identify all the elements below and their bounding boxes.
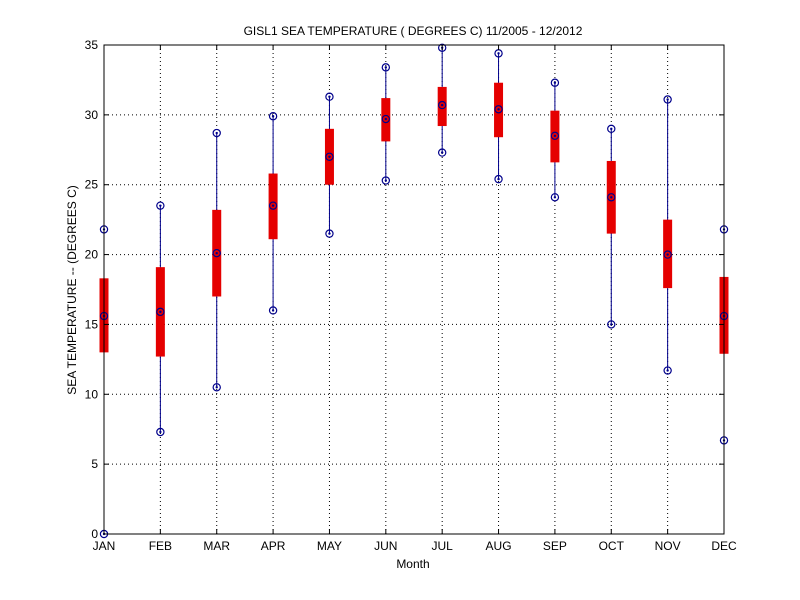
max-marker-dot <box>215 131 218 135</box>
iqr-box <box>437 86 447 127</box>
median-marker-dot <box>553 134 557 138</box>
y-tick-label: 30 <box>85 108 99 122</box>
min-marker-dot <box>553 196 557 199</box>
median-marker <box>550 131 560 141</box>
median-marker-dot <box>215 251 218 255</box>
max-marker <box>381 63 391 72</box>
median-marker <box>663 250 672 259</box>
min-marker <box>607 320 616 329</box>
y-axis-label: SEA TEMPERATURE -- (DEGREES C) <box>65 185 79 395</box>
min-marker-dot <box>610 323 613 326</box>
min-marker-dot <box>215 386 218 389</box>
median-marker-dot <box>666 253 669 256</box>
min-marker-dot <box>497 177 500 181</box>
y-tick-label: 35 <box>85 38 99 52</box>
box-jul <box>437 43 447 157</box>
x-axis-label: Month <box>396 557 429 571</box>
max-marker <box>437 43 447 52</box>
y-tick-label: 15 <box>85 317 99 331</box>
max-marker-dot <box>328 95 331 98</box>
min-marker-dot <box>328 232 331 235</box>
x-tick-label: AUG <box>486 539 512 553</box>
max-marker-dot <box>159 204 162 207</box>
max-marker-dot <box>610 127 613 131</box>
min-marker-dot <box>440 151 444 154</box>
y-tick-label: 25 <box>85 178 99 192</box>
min-marker-dot <box>384 179 388 182</box>
x-tick-label: OCT <box>599 539 625 553</box>
x-tick-label: JUN <box>374 539 397 553</box>
plot-layer <box>99 43 729 539</box>
max-marker <box>550 78 560 87</box>
max-marker-dot <box>497 52 500 55</box>
max-marker-dot <box>666 98 669 101</box>
min-marker <box>381 176 391 185</box>
box-sep <box>550 78 560 202</box>
median-marker <box>156 307 165 317</box>
median-marker-dot <box>271 204 275 207</box>
min-marker <box>663 366 672 375</box>
y-tick-label: 0 <box>91 527 98 541</box>
median-marker-dot <box>328 155 331 158</box>
median-marker-dot <box>384 117 388 121</box>
axis-layer: 0 5 10 15 20 25 30 35 JAN FEB MAR APR MAY JUN JUL AUG SE… <box>85 38 737 553</box>
y-tick-label: 20 <box>85 248 99 262</box>
chart-title: GISL1 SEA TEMPERATURE ( DEGREES C) 11/20… <box>244 24 583 38</box>
box-oct <box>606 124 616 329</box>
max-marker <box>663 95 672 104</box>
max-marker <box>212 128 221 138</box>
x-tick-label: FEB <box>149 539 172 553</box>
box-mar <box>212 128 222 392</box>
median-marker <box>437 100 447 110</box>
max-marker-dot <box>384 66 388 69</box>
min-marker <box>437 148 447 157</box>
y-tick-label: 5 <box>91 457 98 471</box>
max-marker <box>156 201 165 210</box>
max-marker <box>607 124 616 134</box>
max-marker <box>325 92 334 101</box>
box-may <box>324 92 334 238</box>
median-marker-dot <box>497 108 500 111</box>
x-tick-label: DEC <box>711 539 737 553</box>
grid-layer <box>104 45 724 534</box>
min-marker <box>156 427 165 437</box>
max-marker-dot <box>553 81 557 84</box>
min-marker-dot <box>159 430 162 434</box>
median-marker-dot <box>440 103 444 107</box>
x-tick-label: MAY <box>317 539 342 553</box>
median-marker <box>212 248 221 258</box>
min-marker-dot <box>271 309 275 312</box>
x-tick-label: JUL <box>432 539 454 553</box>
box-apr <box>268 112 278 315</box>
x-tick-label: JAN <box>93 539 116 553</box>
x-tick-label: SEP <box>543 539 567 553</box>
box-aug <box>494 49 504 184</box>
median-marker <box>268 201 278 210</box>
min-marker <box>494 174 503 184</box>
y-tick-label: 10 <box>85 387 99 401</box>
max-marker <box>268 112 278 121</box>
median-marker <box>381 114 391 124</box>
box-feb <box>155 201 165 437</box>
min-marker <box>550 193 560 202</box>
min-marker <box>268 306 278 315</box>
median-marker <box>494 105 503 114</box>
min-marker <box>325 229 334 238</box>
min-marker <box>212 383 221 392</box>
max-marker-dot <box>271 115 275 118</box>
x-tick-label: MAR <box>203 539 230 553</box>
median-marker-dot <box>610 196 613 199</box>
x-tick-label: APR <box>261 539 286 553</box>
box-jun <box>381 63 391 185</box>
plot-frame <box>103 44 725 535</box>
box-nov <box>663 95 673 375</box>
median-marker <box>325 152 334 161</box>
median-marker-dot <box>159 310 162 314</box>
min-marker-dot <box>666 369 669 372</box>
median-marker <box>607 193 616 202</box>
x-tick-label: NOV <box>655 539 681 553</box>
